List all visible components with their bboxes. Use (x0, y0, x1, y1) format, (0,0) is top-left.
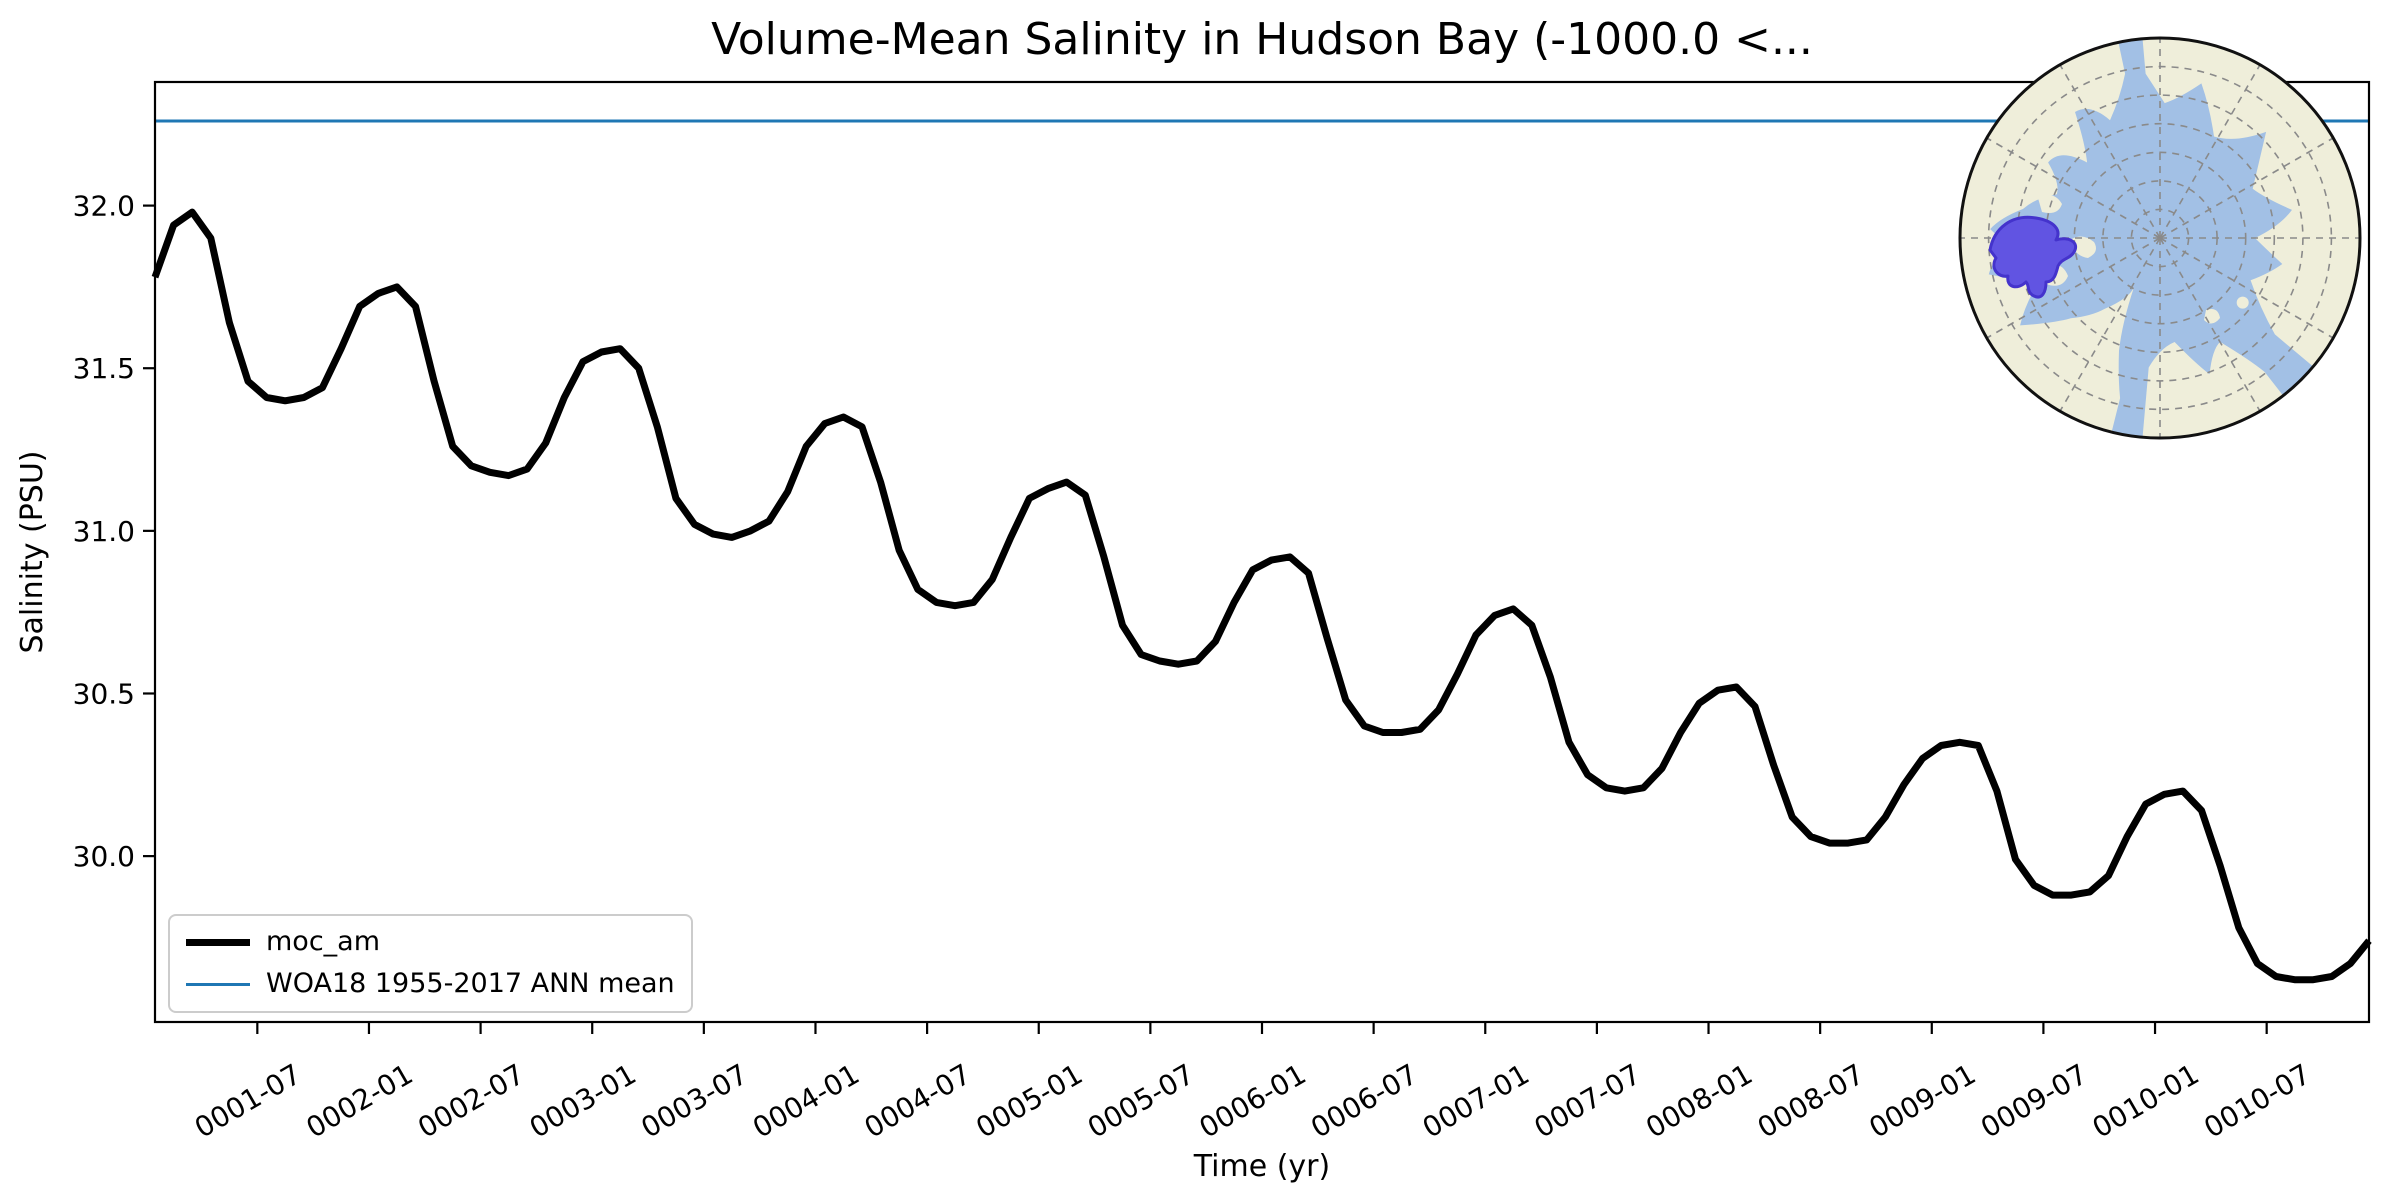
graticule-parallel (2044, 122, 2276, 354)
x-tick-label: 0003-07 (636, 1057, 754, 1144)
x-tick-label: 0001-07 (189, 1057, 307, 1144)
x-tick-label: 0008-07 (1752, 1057, 1870, 1144)
map-border (1958, 36, 2362, 440)
x-tick-label: 0010-07 (2198, 1057, 2316, 1144)
graticule-parallel (2073, 151, 2247, 325)
x-tick-label: 0009-07 (1975, 1057, 2093, 1144)
x-tick-label: 0009-01 (1863, 1057, 1981, 1144)
x-tick-label: 0007-01 (1417, 1057, 1535, 1144)
land-america-greenland (1960, 38, 2135, 438)
y-tick-label: 30.5 (73, 677, 135, 710)
x-tick-label: 0007-07 (1529, 1057, 1647, 1144)
legend-label: WOA18 1955-2017 ANN mean (266, 968, 675, 1000)
island-ellesmere (2070, 236, 2096, 258)
plot-frame (153, 80, 2371, 1024)
island-iceland (2174, 380, 2198, 396)
x-axis-ticks: 0001-070002-010002-070003-010003-070004-… (189, 1022, 2316, 1145)
y-axis-ticks: 32.0 31.5 31.0 30.5 30.0 (73, 190, 155, 873)
x-axis-label: Time (yr) (1193, 1149, 1330, 1184)
x-tick-label: 0008-01 (1640, 1057, 1758, 1144)
x-tick-label: 0006-07 (1305, 1057, 1423, 1144)
x-tick-label: 0005-01 (970, 1057, 1088, 1144)
legend-sample-moc-am (186, 938, 250, 946)
legend: moc_am WOA18 1955-2017 ANN mean (168, 914, 693, 1013)
x-tick-label: 0003-01 (524, 1057, 642, 1144)
y-tick-label: 30.0 (73, 840, 135, 873)
moc-am-line (151, 208, 2372, 984)
y-axis-label: Salinity (PSU) (15, 451, 50, 654)
x-tick-label: 0004-07 (859, 1057, 977, 1144)
x-tick-label: 0002-07 (412, 1057, 530, 1144)
chart-title: Volume-Mean Salinity in Hudson Bay (-100… (711, 14, 1813, 65)
island-victoria (2038, 195, 2062, 213)
island-franz-josef (2236, 296, 2249, 309)
legend-item-moc-am: moc_am (186, 926, 675, 958)
x-tick-label: 0010-01 (2087, 1057, 2205, 1144)
legend-sample-woa18 (186, 983, 250, 987)
x-tick-label: 0002-01 (301, 1057, 419, 1144)
hudson-bay-region (1988, 215, 2077, 299)
map-land-group (1960, 38, 2360, 438)
y-tick-label: 31.0 (73, 515, 135, 548)
x-tick-label: 0005-07 (1082, 1057, 1200, 1144)
inset-map-hudson-bay (1958, 36, 2362, 440)
y-tick-label: 31.5 (73, 352, 135, 385)
map-graticule (1960, 38, 2360, 438)
land-eurasia (2141, 38, 2360, 375)
legend-label: moc_am (266, 926, 381, 957)
x-tick-label: 0004-01 (747, 1057, 865, 1144)
y-tick-label: 32.0 (73, 190, 135, 223)
x-tick-label: 0006-01 (1194, 1057, 1312, 1144)
legend-item-woa18: WOA18 1955-2017 ANN mean (186, 968, 675, 1000)
